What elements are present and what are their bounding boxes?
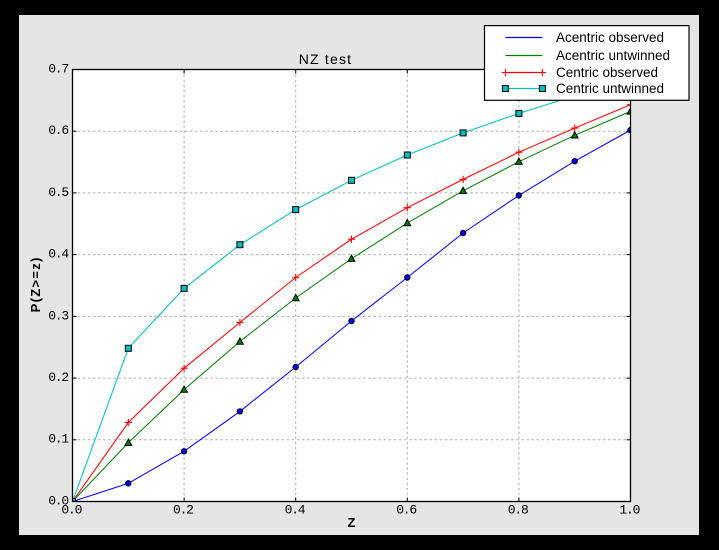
svg-text:0.4: 0.4 [285, 503, 306, 518]
svg-text:1.0: 1.0 [619, 503, 639, 518]
svg-text:0.1: 0.1 [48, 432, 69, 447]
svg-text:Z: Z [348, 515, 356, 530]
svg-text:Centric observed: Centric observed [556, 65, 658, 80]
svg-text:NZ test: NZ test [299, 51, 353, 67]
svg-text:0.3: 0.3 [48, 308, 68, 323]
svg-text:0.5: 0.5 [48, 185, 68, 200]
svg-text:0.0: 0.0 [61, 503, 81, 518]
svg-text:Acentric observed: Acentric observed [556, 30, 664, 45]
svg-text:0.6: 0.6 [396, 503, 416, 518]
svg-text:0.2: 0.2 [173, 503, 193, 518]
svg-text:Centric untwinned: Centric untwinned [556, 81, 664, 96]
svg-text:0.0: 0.0 [48, 493, 68, 508]
svg-text:0.8: 0.8 [508, 503, 528, 518]
svg-text:0.6: 0.6 [48, 123, 68, 138]
svg-text:Acentric untwinned: Acentric untwinned [556, 48, 670, 63]
svg-text:P(Z>=z): P(Z>=z) [28, 256, 43, 312]
svg-text:0.2: 0.2 [48, 370, 68, 385]
svg-text:0.4: 0.4 [48, 247, 69, 262]
svg-text:0.7: 0.7 [48, 61, 68, 76]
